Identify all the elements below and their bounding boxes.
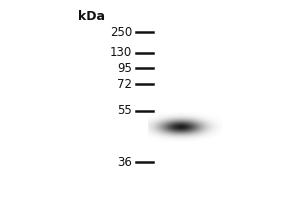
Text: 250: 250 [110,25,132,38]
Text: kDa: kDa [78,10,105,23]
Text: 55: 55 [117,104,132,117]
Text: 130: 130 [110,46,132,60]
Text: 95: 95 [117,62,132,74]
Text: 36: 36 [117,156,132,168]
Bar [148,8,222,192]
Text: 72: 72 [117,77,132,90]
